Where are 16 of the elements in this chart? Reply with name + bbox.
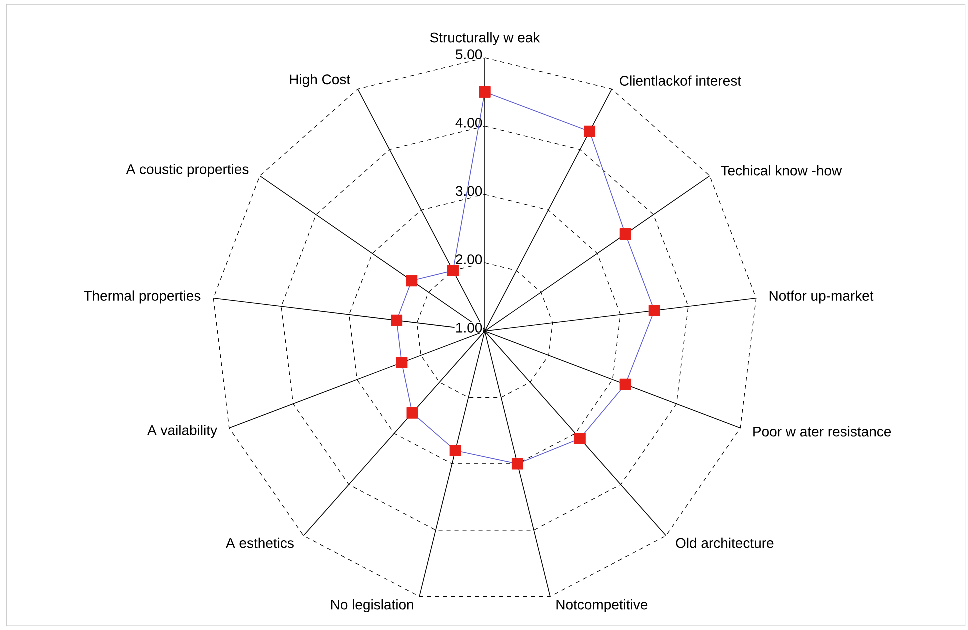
y-tick-label: 5.00 [456, 50, 482, 60]
spoke-label: A esthetics [226, 538, 294, 548]
spoke-label: Structurally w eak [430, 32, 540, 46]
spoke-label: Notcompetitive [556, 599, 648, 613]
spoke-label: Clientlackof interest [620, 76, 742, 86]
spoke-label: Thermal properties [84, 290, 201, 304]
spoke-label: Old architecture [676, 538, 774, 548]
spoke-label: High Cost [290, 74, 350, 88]
spoke-label: No legislation [331, 599, 414, 613]
spoke-label: Poor w ater resistance [754, 426, 892, 437]
y-tick-label: 1.00 [456, 322, 482, 333]
spoke-label: A coustic properties [126, 164, 249, 178]
spoke-label: A vailability [148, 425, 218, 438]
spoke-label: Notfor up-market [770, 290, 874, 304]
spoke-label: Techical know -how [721, 165, 842, 176]
y-tick-label: 2.00 [456, 254, 482, 265]
